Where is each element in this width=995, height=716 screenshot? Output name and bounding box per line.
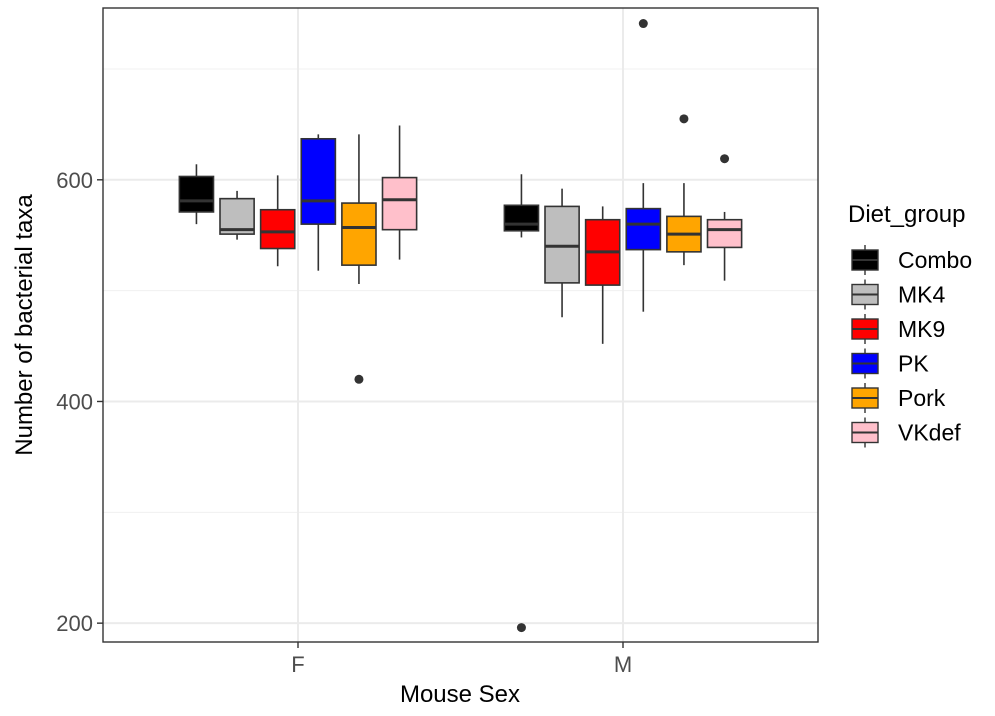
legend-label-vkdef: VKdef	[898, 420, 961, 446]
box-body-mk4-m	[544, 205, 580, 284]
legend-label-pork: Pork	[898, 385, 946, 411]
plot-panel-border	[102, 7, 819, 643]
x-axis-title: Mouse Sex	[400, 681, 520, 708]
box-combo-m	[503, 174, 540, 633]
box-combo-f	[178, 164, 215, 225]
box-body-vkdef-f	[381, 176, 418, 231]
outlier-point-pk-m-0	[638, 19, 648, 29]
box-pk-f	[300, 134, 337, 271]
legend-item-pork: Pork	[851, 383, 946, 413]
y-tick-label-600: 600	[56, 168, 93, 193]
legend-item-mk9: MK9	[851, 314, 945, 344]
box-body-combo-m	[503, 204, 540, 232]
box-body-combo-f	[178, 175, 215, 213]
box-pork-f	[341, 134, 377, 384]
boxes-layer	[178, 19, 743, 633]
legend-item-vkdef: VKdef	[851, 417, 961, 448]
box-mk4-m	[544, 188, 580, 318]
y-tick-label-400: 400	[56, 389, 93, 414]
box-mk4-f	[219, 190, 255, 240]
legend-label-pk: PK	[898, 351, 929, 377]
legend-item-pk: PK	[851, 348, 929, 379]
box-body-pk-m	[625, 207, 662, 251]
major-gridlines	[103, 8, 818, 642]
legend-item-mk4: MK4	[851, 279, 946, 310]
outlier-point-pork-m-0	[679, 114, 689, 124]
plot-panel-background	[103, 8, 818, 642]
y-axis: 200 400 600	[56, 168, 103, 636]
y-axis-title: Number of bacterial taxa	[11, 194, 38, 456]
box-vkdef-m	[706, 154, 743, 281]
box-mk9-m	[584, 206, 621, 344]
box-body-pk-f	[300, 137, 337, 225]
y-tick-label-200: 200	[56, 611, 93, 636]
box-body-pork-f	[341, 202, 377, 266]
legend-item-combo: Combo	[851, 245, 972, 275]
legend-label-combo: Combo	[898, 247, 972, 273]
outlier-point-pork-f-0	[354, 374, 364, 384]
x-tick-label-M: M	[614, 652, 632, 677]
box-body-mk9-f	[259, 208, 296, 250]
x-tick-label-F: F	[291, 652, 304, 677]
box-pork-m	[666, 114, 702, 266]
box-vkdef-f	[381, 125, 418, 260]
legend-label-mk9: MK9	[898, 316, 945, 342]
box-pk-m	[625, 19, 662, 312]
legend-title: Diet_group	[848, 201, 965, 228]
box-mk9-f	[259, 175, 296, 267]
outlier-point-combo-m-0	[516, 623, 526, 633]
minor-gridlines	[103, 68, 818, 513]
box-body-vkdef-m	[706, 218, 743, 249]
legend-label-mk4: MK4	[898, 282, 946, 308]
outlier-point-vkdef-m-0	[720, 154, 730, 164]
legend: Diet_group Combo MK4 MK9 PK Pork VKdef	[848, 201, 972, 448]
